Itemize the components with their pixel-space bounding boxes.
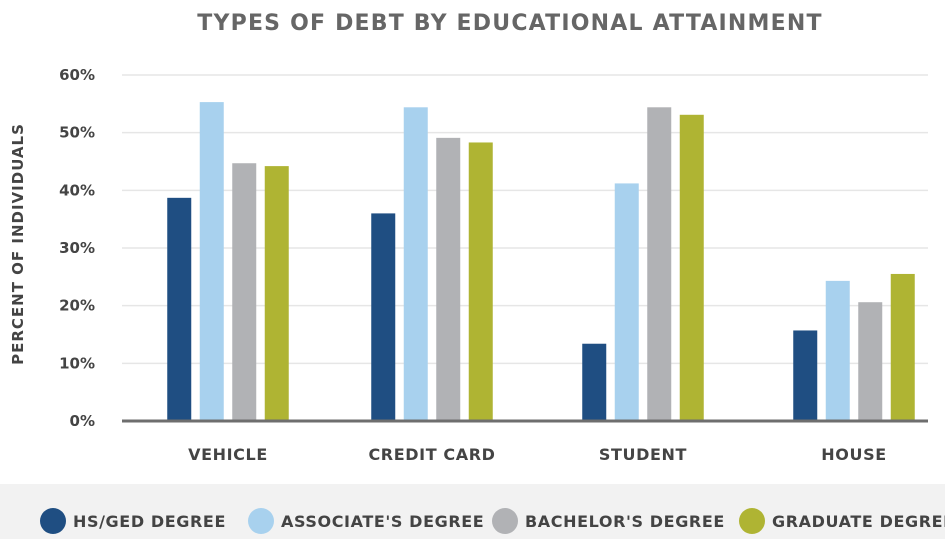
legend-item-1: HS/GED DEGREE xyxy=(40,508,226,534)
bars xyxy=(167,102,915,422)
x-category-label-vehicle: VEHICLE xyxy=(188,445,268,464)
legend-swatch-1 xyxy=(40,508,66,534)
legend-band xyxy=(0,484,945,539)
legend-item-3: BACHELOR'S DEGREE xyxy=(492,508,725,534)
legend-swatch-2 xyxy=(248,508,274,534)
y-tick-label-60: 60% xyxy=(59,66,95,84)
bar-credit-card-series-2 xyxy=(403,107,428,421)
bar-house-series-3 xyxy=(858,302,883,421)
legend-label-1: HS/GED DEGREE xyxy=(73,512,226,531)
y-tick-label-0: 0% xyxy=(70,412,95,430)
grid xyxy=(122,74,928,365)
y-tick-label-50: 50% xyxy=(59,124,95,142)
bar-student-series-3 xyxy=(647,107,672,421)
bar-house-series-4 xyxy=(890,273,915,421)
legend-swatch-3 xyxy=(492,508,518,534)
legend-label-2: ASSOCIATE'S DEGREE xyxy=(281,512,484,531)
x-category-label-student: STUDENT xyxy=(599,445,687,464)
bar-house-series-2 xyxy=(825,280,850,421)
bar-credit-card-series-3 xyxy=(436,137,461,421)
legend-swatch-4 xyxy=(739,508,765,534)
x-axis-categories: VEHICLE CREDIT CARD STUDENT HOUSE xyxy=(188,445,886,464)
bar-vehicle-series-3 xyxy=(232,163,257,422)
legend-label-4: GRADUATE DEGREE xyxy=(772,512,945,531)
legend-item-4: GRADUATE DEGREE xyxy=(739,508,945,534)
bar-student-series-1 xyxy=(582,343,607,421)
y-axis-label: PERCENT OF INDIVIDUALS xyxy=(9,123,27,365)
legend: HS/GED DEGREE ASSOCIATE'S DEGREE BACHELOR'… xyxy=(40,508,945,534)
y-tick-label-30: 30% xyxy=(59,239,95,257)
bar-credit-card-series-4 xyxy=(468,142,493,421)
legend-label-3: BACHELOR'S DEGREE xyxy=(525,512,725,531)
legend-item-2: ASSOCIATE'S DEGREE xyxy=(248,508,484,534)
x-category-label-house: HOUSE xyxy=(821,445,886,464)
y-tick-label-10: 10% xyxy=(59,354,95,372)
bar-student-series-2 xyxy=(614,183,639,421)
x-category-label-credit-card: CREDIT CARD xyxy=(368,445,495,464)
bar-vehicle-series-1 xyxy=(167,197,192,421)
chart-title: TYPES OF DEBT BY EDUCATIONAL ATTAINMENT xyxy=(197,11,822,36)
y-tick-label-20: 20% xyxy=(59,297,95,315)
y-tick-label-40: 40% xyxy=(59,181,95,199)
bar-vehicle-series-2 xyxy=(199,102,224,421)
bar-vehicle-series-4 xyxy=(264,166,289,421)
y-axis-ticks: 0% 10% 20% 30% 40% 50% 60% xyxy=(59,66,95,430)
bar-credit-card-series-1 xyxy=(371,213,396,421)
bar-student-series-4 xyxy=(679,114,704,421)
bar-house-series-1 xyxy=(793,330,818,421)
